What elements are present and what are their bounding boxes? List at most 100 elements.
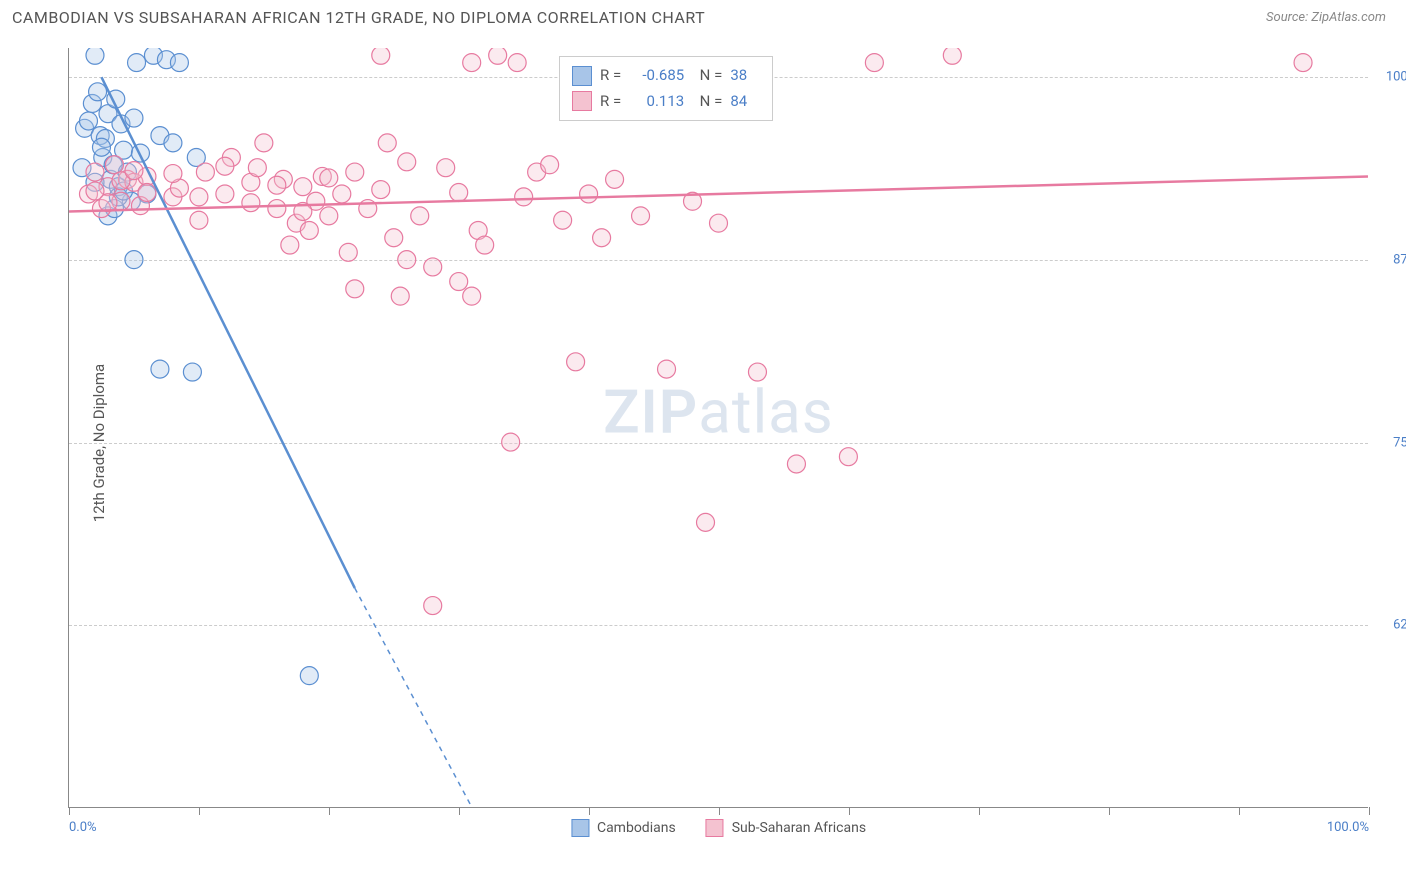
data-point (339, 243, 357, 261)
plot-svg (69, 48, 1368, 807)
data-point (196, 163, 214, 181)
legend-label: Cambodians (597, 820, 676, 836)
data-point (554, 211, 572, 229)
x-tick-label: 100.0% (1327, 820, 1369, 835)
data-point (138, 184, 156, 202)
data-point (385, 229, 403, 247)
data-point (170, 54, 188, 72)
data-point (372, 48, 390, 64)
data-point (190, 188, 208, 206)
data-point (502, 433, 520, 451)
data-point (105, 156, 123, 174)
legend-n-label: N = (692, 63, 722, 89)
data-point (463, 54, 481, 72)
chart-container: 12th Grade, No Diploma ZIPatlas R = -0.6… (50, 48, 1386, 838)
x-tick (719, 807, 720, 815)
legend-row: R = 0.113 N = 84 (572, 89, 760, 115)
data-point (346, 163, 364, 181)
regression-line (69, 176, 1368, 211)
data-point (508, 54, 526, 72)
data-point (541, 156, 559, 174)
data-point (839, 448, 857, 466)
x-tick (69, 807, 70, 815)
data-point (450, 273, 468, 291)
legend-r-label: R = (600, 63, 621, 89)
chart-header: CAMBODIAN VS SUBSAHARAN AFRICAN 12TH GRA… (0, 0, 1406, 35)
data-point (216, 185, 234, 203)
data-point (787, 455, 805, 473)
data-point (424, 597, 442, 615)
legend-swatch (706, 819, 724, 837)
data-point (164, 134, 182, 152)
x-tick (589, 807, 590, 815)
data-point (606, 170, 624, 188)
legend-n-value: 84 (730, 89, 760, 115)
data-point (424, 258, 442, 276)
legend-swatch (572, 91, 592, 111)
data-point (125, 162, 143, 180)
data-point (255, 134, 273, 152)
y-tick-label: 62.5% (1393, 618, 1406, 633)
data-point (567, 353, 585, 371)
data-point (89, 83, 107, 101)
legend-row: R = -0.685 N = 38 (572, 63, 760, 89)
data-point (748, 363, 766, 381)
regression-line-extrapolated (355, 588, 472, 807)
x-tick-label: 0.0% (69, 820, 97, 835)
x-tick (849, 807, 850, 815)
data-point (865, 54, 883, 72)
legend-r-label: R = (600, 89, 621, 115)
data-point (268, 176, 286, 194)
x-tick (1109, 807, 1110, 815)
data-point (300, 221, 318, 239)
data-point (515, 188, 533, 206)
x-tick (459, 807, 460, 815)
data-point (320, 207, 338, 225)
data-point (593, 229, 611, 247)
data-point (242, 194, 260, 212)
legend-item: Cambodians (571, 819, 676, 837)
chart-title: CAMBODIAN VS SUBSAHARAN AFRICAN 12TH GRA… (12, 8, 705, 27)
legend-swatch (572, 66, 592, 86)
legend-n-label: N = (692, 89, 722, 115)
data-point (216, 157, 234, 175)
data-point (125, 109, 143, 127)
data-point (632, 207, 650, 225)
data-point (437, 159, 455, 177)
series-legend: Cambodians Sub-Saharan Africans (571, 819, 866, 837)
x-tick (1369, 807, 1370, 815)
data-point (79, 112, 97, 130)
legend-r-value: 0.113 (629, 89, 684, 115)
data-point (697, 513, 715, 531)
source-attribution: Source: ZipAtlas.com (1266, 10, 1386, 25)
data-point (372, 181, 390, 199)
legend-n-value: 38 (730, 63, 760, 89)
data-point (92, 138, 110, 156)
data-point (294, 178, 312, 196)
data-point (580, 185, 598, 203)
legend-swatch (571, 819, 589, 837)
data-point (1294, 54, 1312, 72)
data-point (248, 159, 266, 177)
data-point (943, 48, 961, 64)
data-point (164, 165, 182, 183)
x-tick (1239, 807, 1240, 815)
data-point (411, 207, 429, 225)
legend-r-value: -0.685 (629, 63, 684, 89)
data-point (391, 287, 409, 305)
data-point (86, 48, 104, 64)
data-point (300, 667, 318, 685)
data-point (125, 251, 143, 269)
data-point (378, 134, 396, 152)
data-point (268, 200, 286, 218)
data-point (710, 214, 728, 232)
legend-item: Sub-Saharan Africans (706, 819, 866, 837)
data-point (658, 360, 676, 378)
data-point (450, 184, 468, 202)
y-tick-label: 100.0% (1386, 70, 1406, 85)
data-point (151, 360, 169, 378)
data-point (128, 54, 146, 72)
data-point (86, 163, 104, 181)
data-point (398, 153, 416, 171)
data-point (320, 169, 338, 187)
